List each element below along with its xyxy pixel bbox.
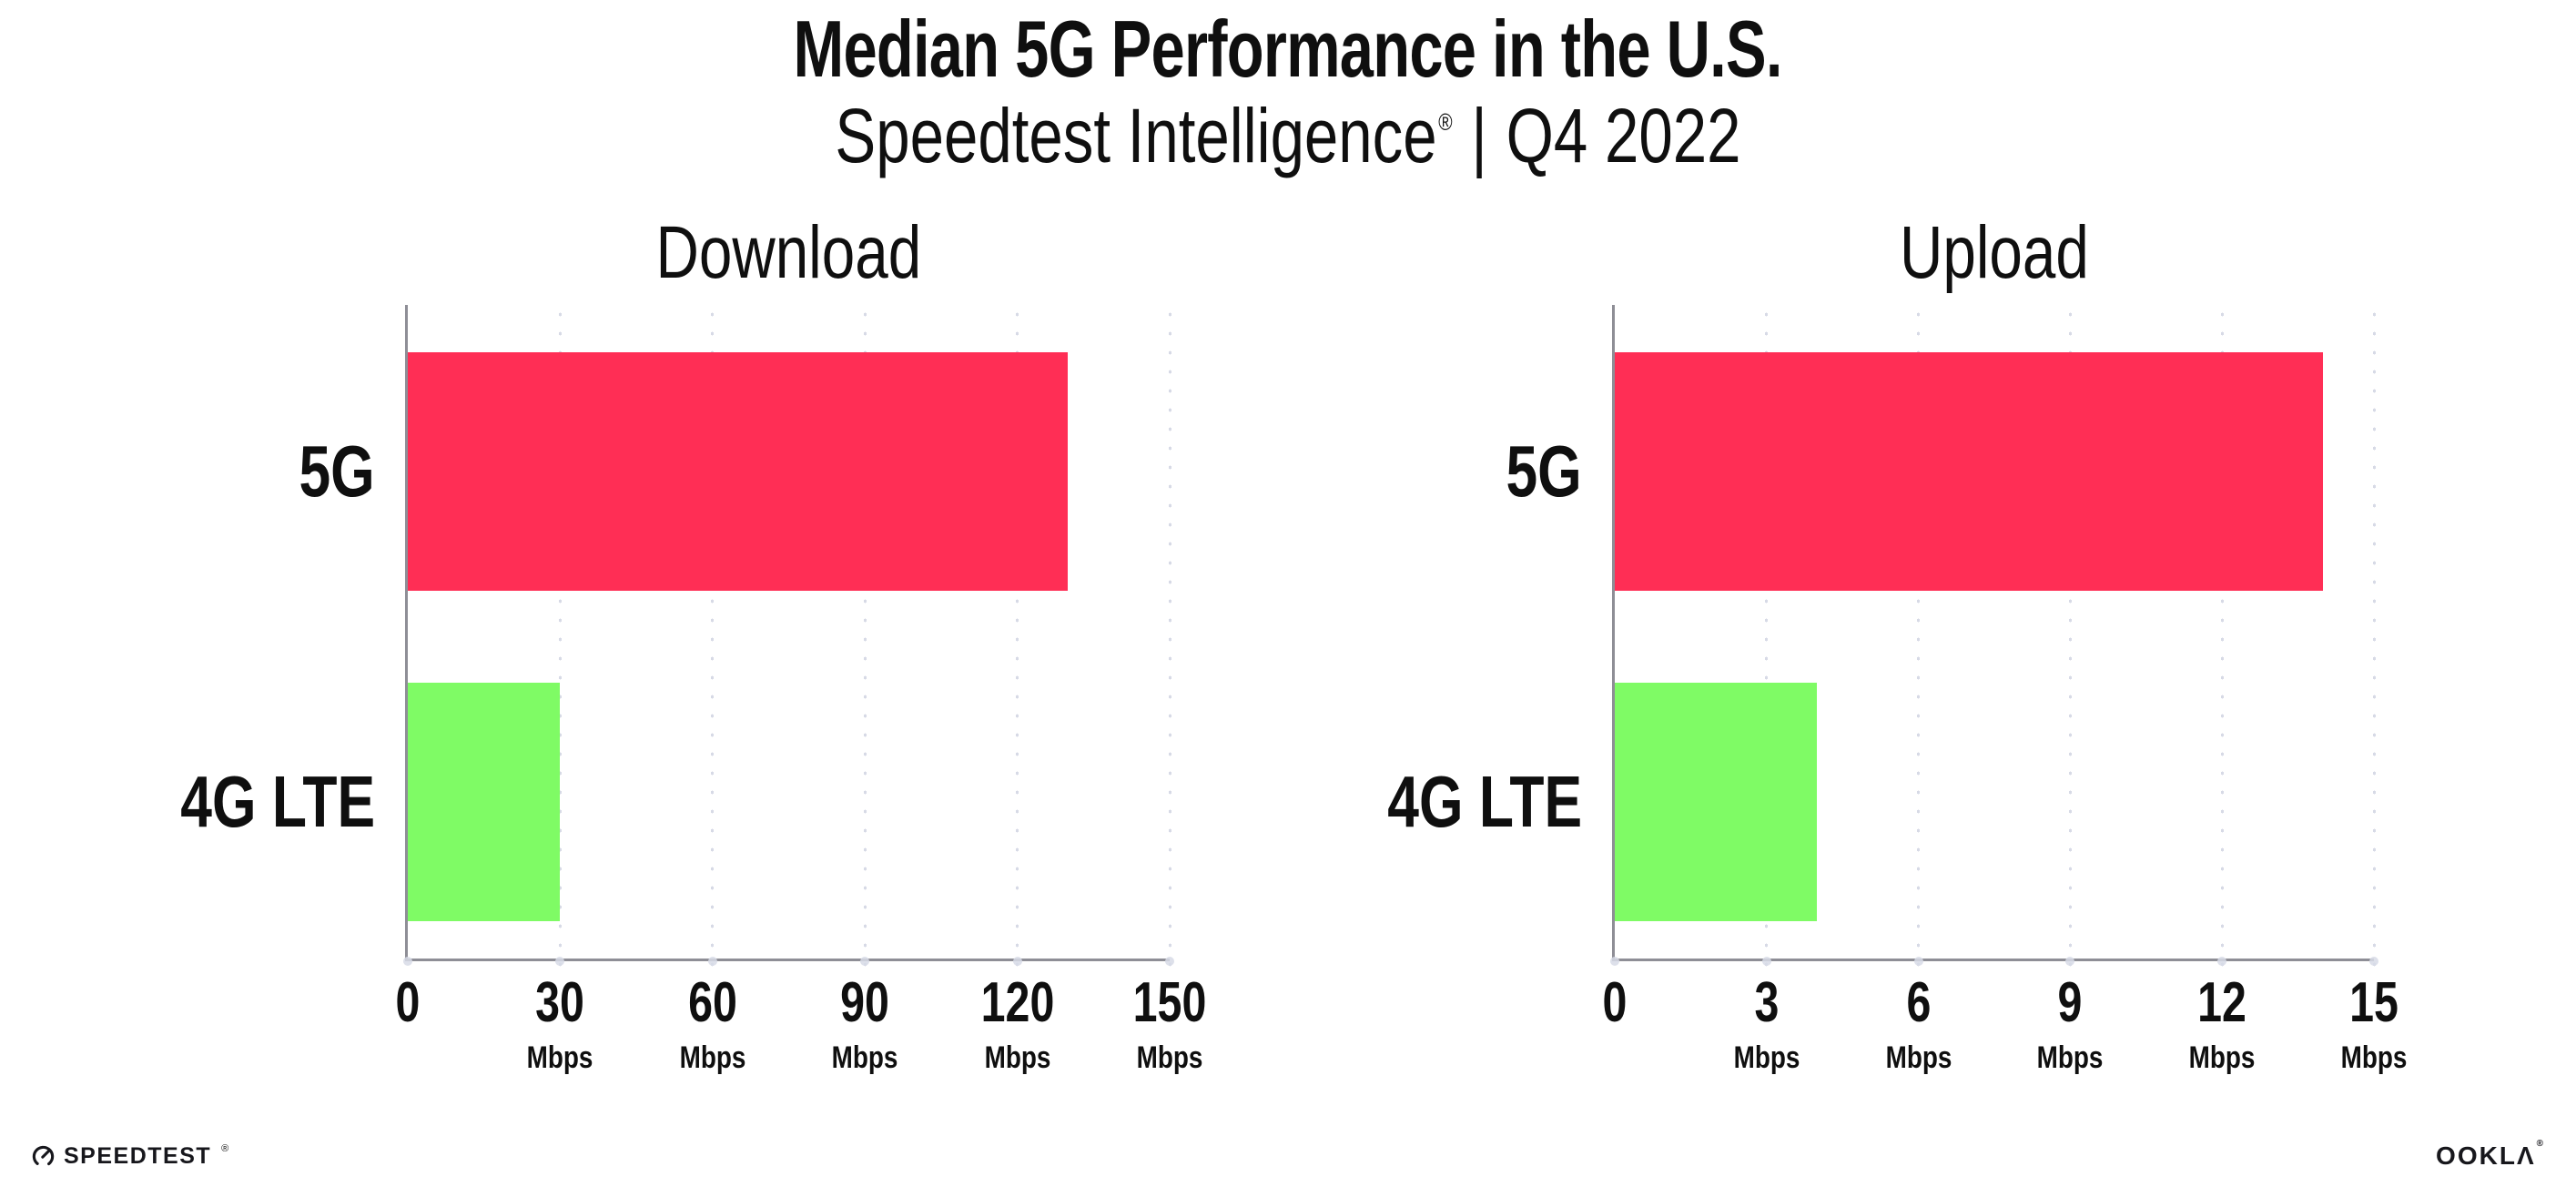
x-tick-value-9: 9 (2057, 971, 2083, 1034)
download-category-label-5g: 5G (299, 431, 375, 512)
gridline-9-mbps (2068, 305, 2072, 977)
download-x-tick-0: 0 (392, 975, 423, 1031)
page-title: Median 5G Performance in the U.S. (0, 4, 2576, 94)
download-x-tick-90: 90 Mbps (825, 971, 906, 1075)
download-bar-4g-lte (408, 683, 561, 921)
x-tick-value-30: 30 (535, 971, 585, 1034)
upload-x-tick-0: 0 (1599, 975, 1630, 1031)
axis-tick-dot-60 (707, 957, 717, 966)
x-tick-value-90: 90 (840, 971, 890, 1034)
axis-tick-dot-3 (1761, 957, 1771, 966)
upload-x-tick-6: 6 Mbps (1878, 971, 1959, 1075)
upload-category-label-4g-lte: 4G LTE (1387, 761, 1582, 842)
download-chart-plot-area: Download 0 30 Mbps 60 Mbps 90 Mbps 120 Mbps 150 Mb… (180, 216, 1206, 1074)
axis-tick-dot-120 (1012, 957, 1022, 966)
gridline-3-mbps (1765, 305, 1769, 977)
gridline-60-mbps (711, 305, 715, 977)
gridline-12-mbps (2220, 305, 2224, 977)
page-subtitle: Speedtest Intelligence® | Q4 2022 (0, 95, 2576, 178)
x-tick-unit-3: Mbps (1733, 1040, 1800, 1075)
download-bar-5g (408, 352, 1069, 591)
x-tick-unit-90: Mbps (831, 1040, 898, 1075)
x-tick-unit-9: Mbps (2036, 1040, 2104, 1075)
x-tick-value-12: 12 (2197, 971, 2247, 1034)
upload-x-tick-12: 12 Mbps (2182, 971, 2263, 1075)
x-tick-unit-120: Mbps (984, 1040, 1050, 1075)
x-tick-unit-150: Mbps (1136, 1040, 1203, 1075)
axis-tick-dot-15 (2369, 957, 2378, 966)
x-tick-value-0: 0 (1602, 971, 1628, 1034)
x-tick-value-60: 60 (687, 971, 737, 1034)
x-tick-unit-30: Mbps (526, 1040, 593, 1075)
x-tick-unit-60: Mbps (679, 1040, 746, 1075)
axis-tick-dot-9 (2065, 957, 2075, 966)
gridline-150-mbps (1168, 305, 1171, 977)
upload-bar-5g (1615, 352, 2324, 591)
x-tick-value-6: 6 (1906, 971, 1932, 1034)
gridline-90-mbps (863, 305, 867, 977)
subtitle-divider: | (1471, 93, 1487, 179)
footer: SPEEDTEST ® OOKLΛ® (31, 1132, 2545, 1180)
x-tick-unit-15: Mbps (2340, 1040, 2408, 1075)
axis-tick-dot-6 (1913, 957, 1923, 966)
axis-tick-dot-0 (403, 957, 412, 966)
axis-tick-dot-90 (860, 957, 870, 966)
upload-chart-title: Upload (1615, 216, 2374, 290)
subtitle-quarter: Q4 2022 (1506, 93, 1741, 179)
upload-x-tick-3: 3 Mbps (1726, 971, 1807, 1075)
x-tick-value-150: 150 (1132, 971, 1207, 1034)
gridline-6-mbps (1917, 305, 1921, 977)
speedtest-wordmark: SPEEDTEST (64, 1142, 212, 1169)
gridline-30-mbps (558, 305, 562, 977)
download-category-label-4g-lte: 4G LTE (180, 761, 375, 842)
x-tick-unit-12: Mbps (2188, 1040, 2256, 1075)
x-tick-unit-6: Mbps (1885, 1040, 1952, 1075)
subtitle-product: Speedtest Intelligence (835, 93, 1437, 179)
speedtest-registered-mark: ® (221, 1143, 229, 1154)
ookla-registered-mark: ® (2536, 1138, 2545, 1149)
ookla-wordmark: OOKL (2436, 1141, 2517, 1170)
speedtest-gauge-icon (31, 1144, 56, 1169)
axis-tick-dot-12 (2217, 957, 2227, 966)
upload-x-tick-15: 15 Mbps (2334, 971, 2415, 1075)
download-x-tick-30: 30 Mbps (520, 971, 601, 1075)
x-tick-value-120: 120 (980, 971, 1054, 1034)
axis-tick-dot-0 (1610, 957, 1619, 966)
upload-bar-4g-lte (1615, 683, 1818, 921)
x-tick-value-0: 0 (395, 971, 421, 1034)
download-x-tick-60: 60 Mbps (672, 971, 753, 1075)
x-tick-value-15: 15 (2349, 971, 2399, 1034)
ookla-logo: OOKLΛ® (2436, 1138, 2545, 1171)
gridline-120-mbps (1016, 305, 1019, 977)
x-tick-value-3: 3 (1754, 971, 1780, 1034)
download-chart-title: Download (408, 216, 1170, 290)
axis-tick-dot-150 (1165, 957, 1174, 966)
download-chart-title-text: Download (655, 211, 922, 294)
registered-mark: ® (1438, 108, 1453, 137)
page-title-text: Median 5G Performance in the U.S. (793, 4, 1783, 94)
ookla-wordmark-lambda: Λ (2516, 1141, 2536, 1170)
upload-x-tick-9: 9 Mbps (2030, 971, 2111, 1075)
upload-chart-title-text: Upload (1900, 211, 2089, 294)
upload-category-label-5g: 5G (1506, 431, 1582, 512)
axis-tick-dot-30 (555, 957, 565, 966)
header: Median 5G Performance in the U.S. Speedt… (0, 0, 2576, 178)
upload-chart-plot-area: Upload 0 3 Mbps 6 Mbps 9 Mbps 12 Mbps 15 Mbps 5G 4G … (1387, 216, 2407, 1074)
download-x-tick-120: 120 Mbps (970, 971, 1064, 1075)
download-x-tick-150: 150 Mbps (1122, 971, 1216, 1075)
speedtest-logo: SPEEDTEST ® (31, 1143, 228, 1170)
gridline-15-mbps (2372, 305, 2376, 977)
